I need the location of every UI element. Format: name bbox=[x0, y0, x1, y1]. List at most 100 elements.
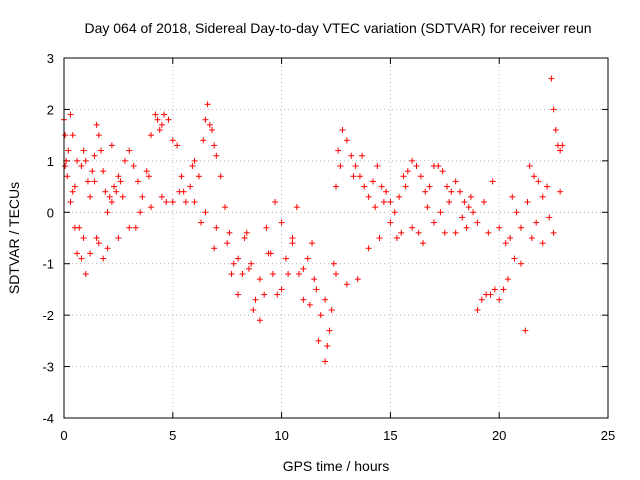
data-point bbox=[152, 111, 159, 118]
data-point bbox=[226, 229, 233, 236]
data-point bbox=[78, 255, 85, 262]
data-point bbox=[391, 209, 398, 216]
data-point bbox=[350, 173, 357, 180]
data-point bbox=[372, 204, 379, 211]
data-point bbox=[317, 312, 324, 319]
data-point bbox=[95, 240, 102, 247]
data-point bbox=[278, 219, 285, 226]
data-point bbox=[356, 173, 363, 180]
data-point bbox=[293, 204, 300, 211]
data-point bbox=[80, 235, 87, 241]
data-point bbox=[509, 193, 516, 200]
data-point bbox=[243, 229, 250, 236]
data-point bbox=[176, 188, 183, 195]
data-point bbox=[80, 147, 87, 154]
data-point bbox=[430, 219, 437, 226]
data-point bbox=[211, 142, 218, 149]
data-point bbox=[326, 327, 333, 334]
data-point bbox=[354, 276, 361, 283]
data-point bbox=[376, 235, 383, 241]
data-point bbox=[435, 163, 442, 169]
data-point bbox=[374, 163, 381, 169]
data-point bbox=[413, 163, 420, 169]
data-point bbox=[100, 168, 107, 175]
data-point bbox=[548, 75, 555, 82]
data-point bbox=[311, 276, 318, 283]
data-point bbox=[132, 224, 139, 231]
data-point bbox=[161, 111, 168, 118]
data-point bbox=[289, 235, 296, 241]
data-point bbox=[163, 199, 170, 205]
data-point bbox=[204, 101, 211, 108]
plot-frame bbox=[63, 57, 609, 419]
data-point bbox=[269, 271, 276, 277]
x-tick-label: 20 bbox=[492, 428, 506, 443]
data-point bbox=[217, 173, 224, 180]
data-point bbox=[396, 193, 403, 200]
y-axis: 3 2 1 0 -1 -2 -3 -4 bbox=[42, 51, 608, 426]
data-point bbox=[517, 224, 524, 231]
data-point bbox=[333, 271, 339, 277]
data-point bbox=[137, 209, 144, 216]
data-point bbox=[115, 235, 122, 241]
data-point bbox=[64, 173, 71, 180]
data-point bbox=[393, 235, 400, 241]
data-point bbox=[478, 296, 485, 303]
y-tick-label: -4 bbox=[42, 411, 54, 426]
data-point bbox=[300, 265, 307, 272]
data-point bbox=[62, 132, 69, 139]
data-point bbox=[235, 291, 242, 298]
data-point bbox=[533, 219, 540, 226]
data-point bbox=[424, 204, 431, 211]
data-point bbox=[261, 291, 268, 298]
data-point bbox=[539, 240, 546, 247]
data-point bbox=[544, 183, 551, 190]
data-point bbox=[100, 255, 107, 262]
data-point bbox=[69, 132, 76, 139]
data-point bbox=[491, 286, 498, 293]
data-point bbox=[102, 188, 109, 195]
data-point bbox=[322, 358, 329, 365]
data-point bbox=[524, 199, 531, 205]
data-point bbox=[121, 157, 128, 164]
data-point bbox=[339, 127, 346, 133]
data-point bbox=[426, 183, 433, 190]
data-point bbox=[439, 168, 446, 175]
data-point bbox=[517, 260, 524, 267]
data-point bbox=[309, 240, 316, 247]
y-axis-label: SDTVAR / TECUs bbox=[6, 182, 22, 294]
data-point bbox=[84, 178, 91, 185]
data-point bbox=[513, 209, 520, 216]
data-point bbox=[195, 173, 202, 180]
data-point bbox=[369, 178, 376, 185]
data-point bbox=[211, 245, 218, 252]
data-point bbox=[202, 116, 209, 123]
data-point bbox=[191, 157, 198, 164]
data-point bbox=[465, 204, 472, 211]
data-point bbox=[67, 199, 74, 205]
data-point bbox=[245, 265, 252, 272]
data-point bbox=[93, 121, 100, 128]
data-point bbox=[91, 178, 98, 185]
data-point bbox=[324, 343, 331, 349]
data-point bbox=[82, 157, 89, 164]
data-point bbox=[304, 255, 311, 262]
data-point bbox=[65, 147, 72, 154]
data-point bbox=[289, 240, 296, 247]
data-point bbox=[285, 271, 292, 277]
data-point bbox=[348, 152, 355, 159]
data-point bbox=[200, 137, 207, 144]
data-point bbox=[256, 276, 263, 283]
data-point bbox=[474, 219, 481, 226]
data-point bbox=[169, 137, 176, 144]
data-point bbox=[487, 291, 494, 298]
data-point bbox=[511, 255, 518, 262]
x-tick-label: 25 bbox=[601, 428, 615, 443]
data-point bbox=[322, 296, 329, 303]
y-tick-label: -3 bbox=[42, 360, 54, 375]
data-point bbox=[496, 296, 503, 303]
data-point bbox=[91, 152, 98, 159]
data-point bbox=[400, 173, 407, 180]
data-point bbox=[158, 121, 165, 128]
data-point bbox=[315, 337, 322, 344]
